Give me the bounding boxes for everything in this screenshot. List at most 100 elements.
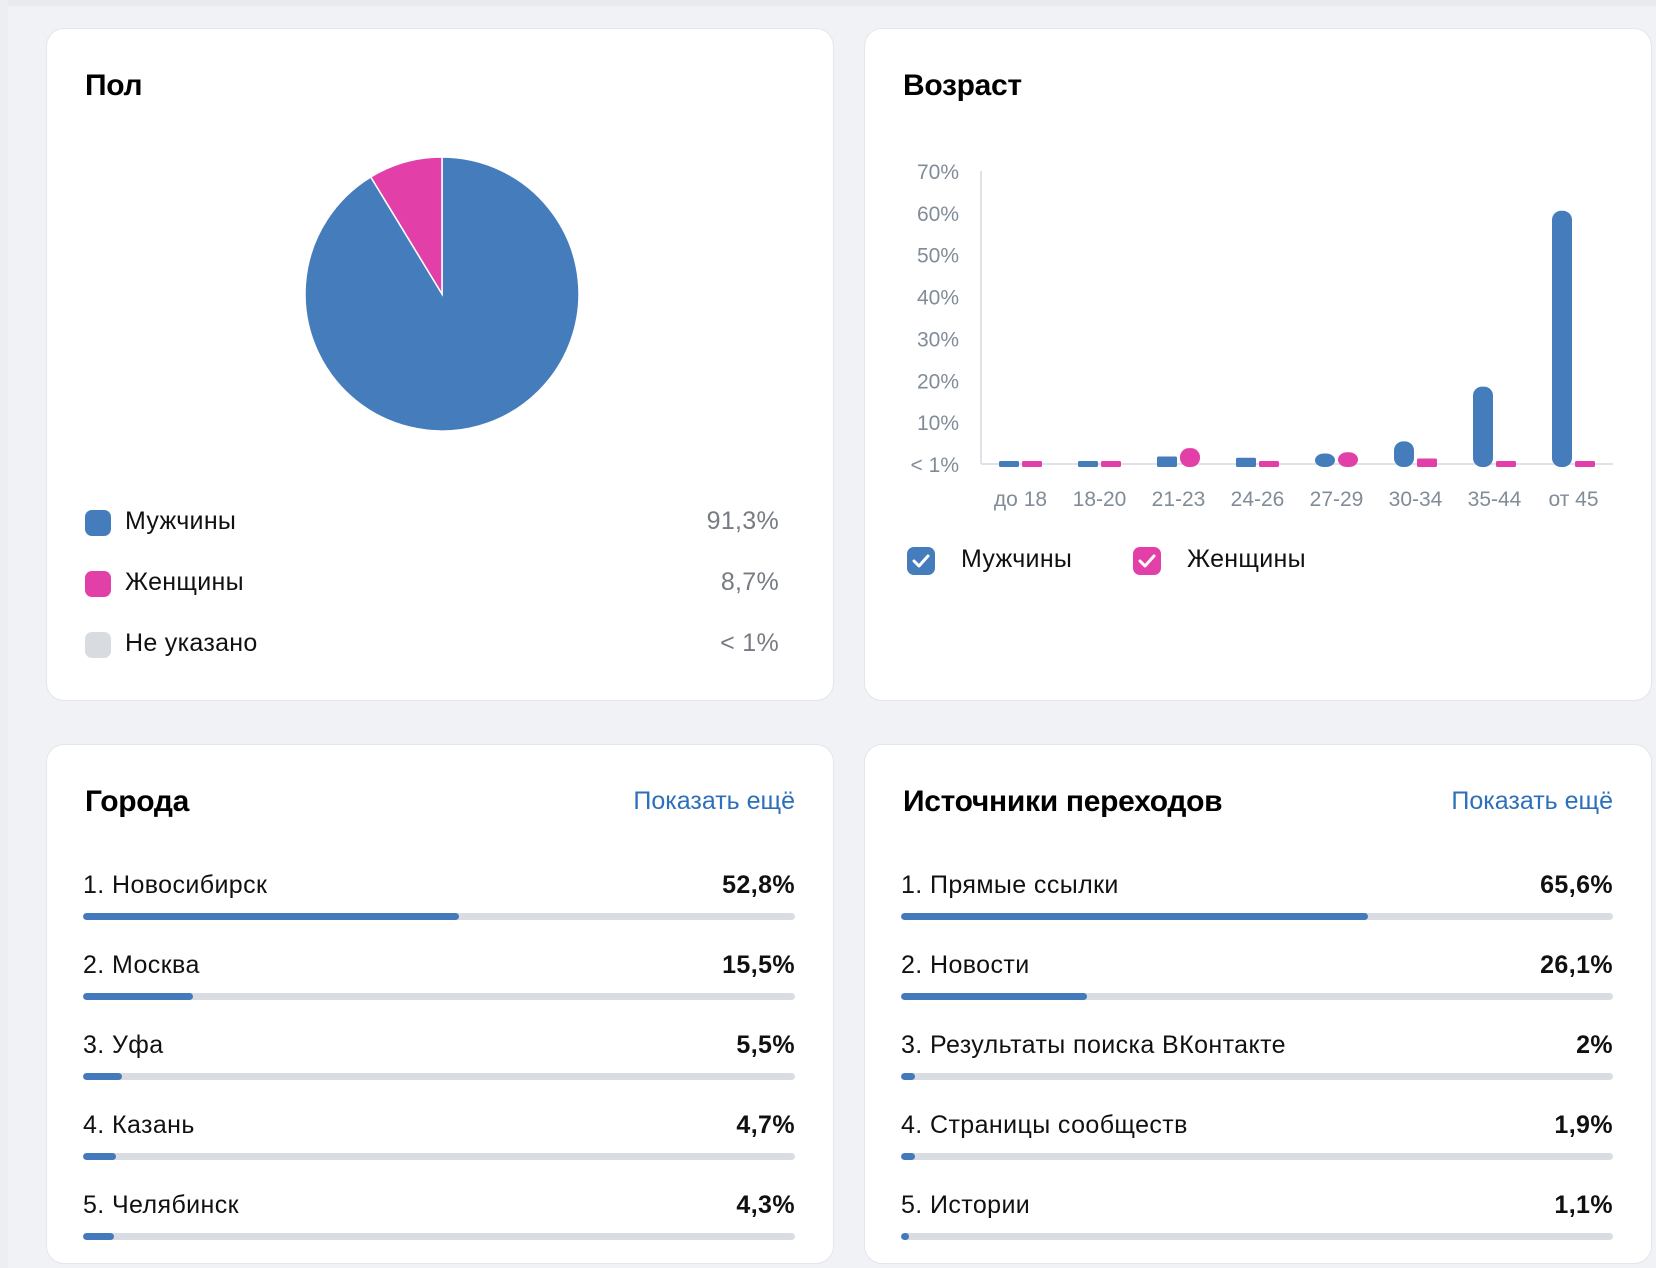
progress-fill <box>83 1233 114 1240</box>
gender-legend-unspecified: Не указано < 1% <box>85 625 779 665</box>
progress-track <box>901 1233 1613 1240</box>
progress-track <box>83 993 795 1000</box>
bar-women[interactable] <box>1259 461 1279 467</box>
progress-fill <box>83 913 459 920</box>
x-tick-label: 30-34 <box>1389 488 1443 511</box>
y-tick-label: 30% <box>917 328 959 351</box>
list-item: 4. Казань 4,7% <box>83 1111 795 1181</box>
city-share: 15,5% <box>722 951 795 979</box>
progress-track <box>901 1073 1613 1080</box>
city-name: 1. Новосибирск <box>83 871 268 899</box>
list-item: 2. Новости 26,1% <box>901 951 1613 1021</box>
y-tick-label: 20% <box>917 370 959 393</box>
bar-men[interactable] <box>1315 453 1335 467</box>
city-share: 5,5% <box>736 1031 795 1059</box>
city-name: 3. Уфа <box>83 1031 164 1059</box>
list-item: 3. Уфа 5,5% <box>83 1031 795 1101</box>
gender-title: Пол <box>85 69 143 102</box>
sources-show-more-link[interactable]: Показать ещё <box>1451 787 1613 815</box>
y-tick-label: 60% <box>917 203 959 226</box>
city-name: 2. Москва <box>83 951 200 979</box>
x-tick-label: 18-20 <box>1073 488 1127 511</box>
list-item: 5. Челябинск 4,3% <box>83 1191 795 1261</box>
progress-track <box>83 913 795 920</box>
bar-men[interactable] <box>1552 210 1572 467</box>
bar-women[interactable] <box>1575 461 1595 467</box>
bar-women[interactable] <box>1022 461 1042 467</box>
source-share: 2% <box>1576 1031 1613 1059</box>
gender-pie-chart <box>304 156 580 432</box>
list-item: 4. Страницы сообществ 1,9% <box>901 1111 1613 1181</box>
bar-men[interactable] <box>1394 441 1414 467</box>
progress-fill <box>901 993 1087 1000</box>
city-name: 4. Казань <box>83 1111 195 1139</box>
x-tick-label: до 18 <box>994 488 1047 511</box>
cities-show-more-link[interactable]: Показать ещё <box>633 787 795 815</box>
progress-fill <box>901 1233 909 1240</box>
bar-men[interactable] <box>1236 457 1256 467</box>
gender-legend-value: 8,7% <box>720 568 779 596</box>
pie-slice-1 <box>369 156 443 297</box>
gender-card: Пол Мужчины 91,3% Женщины 8,7% Не указан… <box>46 28 834 701</box>
bar-men[interactable] <box>1078 461 1098 467</box>
y-tick-label: 50% <box>917 245 959 268</box>
women-swatch <box>85 571 111 597</box>
progress-fill <box>901 1073 916 1080</box>
progress-track <box>83 1233 795 1240</box>
bar-women[interactable] <box>1496 461 1516 467</box>
source-name: 3. Результаты поиска ВКонтакте <box>901 1031 1286 1059</box>
bar-women[interactable] <box>1180 448 1200 467</box>
sources-card: Источники переходов Показать ещё 1. Прям… <box>864 744 1652 1264</box>
source-name: 5. Истории <box>901 1191 1031 1219</box>
gender-legend-value: < 1% <box>720 629 779 657</box>
bar-men[interactable] <box>1473 386 1493 467</box>
gender-legend-men: Мужчины 91,3% <box>85 503 779 543</box>
source-name: 4. Страницы сообществ <box>901 1111 1188 1139</box>
bar-men[interactable] <box>999 461 1019 467</box>
progress-fill <box>83 993 194 1000</box>
age-title: Возраст <box>903 69 1022 102</box>
page-top-border <box>8 0 1656 6</box>
city-share: 52,8% <box>722 871 795 899</box>
x-tick-label: от 45 <box>1548 488 1598 511</box>
gender-legend-value: 91,3% <box>706 507 779 535</box>
checkbox-checked-icon[interactable] <box>907 547 935 575</box>
gender-legend-label: Женщины <box>125 568 244 596</box>
bar-men[interactable] <box>1157 456 1177 467</box>
progress-track <box>83 1153 795 1160</box>
source-name: 2. Новости <box>901 951 1030 979</box>
bar-women[interactable] <box>1338 452 1358 467</box>
list-item: 3. Результаты поиска ВКонтакте 2% <box>901 1031 1613 1101</box>
y-tick-label: < 1% <box>911 454 959 477</box>
gender-legend-women: Женщины 8,7% <box>85 564 779 604</box>
x-tick-label: 35-44 <box>1468 488 1522 511</box>
progress-fill <box>901 913 1369 920</box>
y-tick-label: 40% <box>917 287 959 310</box>
age-bar-chart: < 1% 10% 20% 30% 40% 50% 60% 70% до 18 18-20 21-23… <box>911 161 1613 511</box>
gender-legend-label: Мужчины <box>125 507 237 535</box>
progress-fill <box>83 1073 123 1080</box>
gender-legend-label: Не указано <box>125 629 258 657</box>
progress-track <box>901 913 1613 920</box>
list-item: 1. Новосибирск 52,8% <box>83 871 795 941</box>
checkbox-checked-icon[interactable] <box>1133 547 1161 575</box>
cities-card: Города Показать ещё 1. Новосибирск 52,8%… <box>46 744 834 1264</box>
progress-fill <box>901 1153 915 1160</box>
source-share: 65,6% <box>1540 871 1613 899</box>
age-legend-women-toggle[interactable]: Женщины <box>1133 541 1323 581</box>
progress-track <box>901 1153 1613 1160</box>
y-tick-label: 10% <box>917 412 959 435</box>
list-item: 2. Москва 15,5% <box>83 951 795 1021</box>
x-tick-label: 21-23 <box>1152 488 1206 511</box>
bar-women[interactable] <box>1101 461 1121 467</box>
age-legend-men-toggle[interactable]: Мужчины <box>907 541 1097 581</box>
progress-fill <box>83 1153 117 1160</box>
source-share: 1,1% <box>1554 1191 1613 1219</box>
bar-women[interactable] <box>1417 458 1437 467</box>
men-swatch <box>85 510 111 536</box>
city-share: 4,3% <box>736 1191 795 1219</box>
age-legend-label: Женщины <box>1187 545 1306 573</box>
unspecified-swatch <box>85 632 111 658</box>
x-tick-label: 24-26 <box>1231 488 1285 511</box>
source-share: 26,1% <box>1540 951 1613 979</box>
